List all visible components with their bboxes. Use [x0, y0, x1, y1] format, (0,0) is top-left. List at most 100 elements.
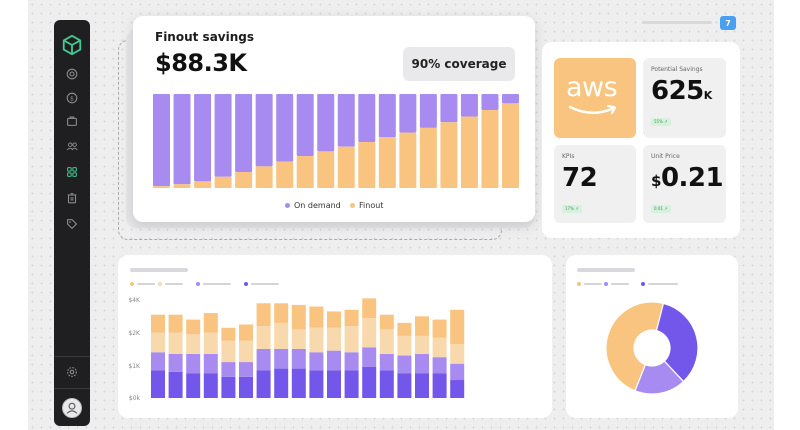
stacked-bar-segment: [397, 355, 412, 374]
on-demand-bar: [502, 94, 519, 104]
tag-icon[interactable]: [65, 217, 79, 231]
savings-bar-chart: [153, 94, 519, 188]
stacked-bar-segment: [168, 314, 183, 333]
stacked-bar-segment: [151, 370, 165, 398]
legend-swatch: [244, 282, 248, 286]
legend-placeholder: [648, 283, 678, 285]
donut-slice: [634, 360, 685, 395]
stacked-bar-segment: [397, 322, 412, 336]
legend-placeholder: [203, 283, 231, 285]
coverage-pill[interactable]: 90% coverage: [403, 47, 515, 81]
legend-item: [158, 282, 183, 286]
finout-bar: [276, 161, 294, 188]
stacked-bar-segment: [344, 352, 359, 371]
target-icon[interactable]: [65, 67, 79, 81]
stacked-bar-segment: [203, 313, 218, 333]
legend-item: [244, 282, 279, 286]
finout-bar: [317, 151, 335, 188]
on-demand-bar: [378, 94, 396, 138]
distribution-card[interactable]: [566, 255, 738, 418]
stacked-bar-segment: [309, 370, 324, 398]
legend-placeholder: [611, 283, 629, 285]
legend-on-demand: On demand: [285, 201, 341, 210]
finout-savings-card[interactable]: Finout savings $88.3K 90% coverage On de…: [133, 16, 535, 222]
stacked-bar-segment: [327, 311, 341, 328]
legend-placeholder: [165, 283, 183, 285]
donut-slice: [605, 301, 665, 392]
users-icon[interactable]: [65, 139, 79, 153]
dollar-icon[interactable]: $: [65, 91, 79, 105]
stacked-bar-segment: [274, 349, 289, 369]
aws-tile[interactable]: aws: [554, 58, 636, 138]
legend-label: Finout: [359, 201, 384, 210]
stacked-bar-segment: [239, 362, 253, 377]
finout-bar: [440, 122, 458, 188]
kpis-tile[interactable]: KPIs 72 17% ↗: [554, 145, 636, 223]
aws-logo: aws: [566, 72, 618, 103]
finout-bar: [460, 116, 478, 188]
stacked-bar-segment: [432, 319, 447, 338]
legend-item: [641, 282, 678, 286]
stacked-bar-segment: [203, 353, 218, 374]
user-avatar-icon[interactable]: [62, 398, 82, 418]
legend-item: [196, 282, 231, 286]
cost-breakdown-card[interactable]: $0k $1K $2K $4K: [118, 255, 552, 418]
stacked-bar-segment: [151, 314, 165, 333]
settings-icon[interactable]: [65, 365, 79, 379]
on-demand-bar: [460, 94, 478, 117]
legend-finout: Finout: [350, 201, 383, 210]
stacked-bar-segment: [327, 350, 341, 371]
stacked-bar-segment: [309, 306, 324, 328]
stacked-bar-segment: [379, 314, 394, 330]
finout-bar: [378, 137, 396, 188]
stacked-bar-segment: [362, 298, 377, 318]
stacked-bar-segment: [344, 309, 359, 327]
on-demand-bar: [440, 94, 458, 123]
donut-slice: [655, 302, 699, 383]
on-demand-bar: [173, 94, 191, 185]
on-demand-bar: [194, 94, 212, 182]
on-demand-bar: [317, 94, 335, 152]
stacked-bar-segment: [432, 337, 447, 358]
stacked-bar-segment: [379, 329, 394, 354]
on-demand-bar: [276, 94, 294, 162]
unit-price-tile[interactable]: Unit Price $0.21 0.01 ↗: [643, 145, 726, 223]
stacked-bar-segment: [291, 368, 306, 398]
kpis-label: KPIs: [562, 153, 575, 160]
stacked-bar-segment: [221, 362, 236, 377]
on-demand-bar: [358, 94, 376, 142]
stacked-bar-segment: [291, 329, 306, 349]
cube-logo-icon[interactable]: [61, 34, 83, 56]
stacked-bar-segment: [450, 344, 465, 364]
aws-smile-icon: [568, 104, 617, 115]
on-demand-bar: [419, 94, 437, 128]
trash-icon[interactable]: [65, 191, 79, 205]
finout-bar: [153, 186, 170, 188]
briefcase-icon[interactable]: [65, 114, 79, 128]
card-title-placeholder: [577, 268, 635, 272]
unit-price-currency: $: [651, 172, 661, 190]
stacked-bar-segment: [256, 303, 271, 327]
finout-bar: [194, 181, 212, 188]
on-demand-bar: [296, 94, 314, 157]
stacked-bar-segment: [151, 352, 165, 371]
stacked-bar-segment: [450, 309, 465, 345]
finout-bar: [235, 172, 253, 188]
stacked-bar-segment: [397, 335, 412, 356]
svg-text:$: $: [70, 95, 74, 102]
on-demand-bar: [255, 94, 273, 167]
notification-badge[interactable]: 7: [720, 16, 736, 30]
donut-chart: [605, 301, 699, 395]
stacked-bar-segment: [151, 332, 165, 353]
stacked-bar-segment: [186, 353, 201, 374]
savings-amount: $88.3K: [155, 49, 247, 77]
stacked-bar-segment: [362, 347, 377, 367]
grid-icon[interactable]: [65, 165, 79, 179]
finout-bar: [173, 184, 191, 188]
potential-savings-tile[interactable]: Potential Savings 625K 55% ↗: [643, 58, 726, 138]
unit-price-badge: 0.01 ↗: [651, 205, 671, 213]
on-demand-swatch: [285, 203, 290, 208]
y-tick-label: $1K: [128, 363, 141, 370]
card-title-placeholder: [130, 268, 188, 272]
stacked-bar-segment: [344, 370, 359, 398]
